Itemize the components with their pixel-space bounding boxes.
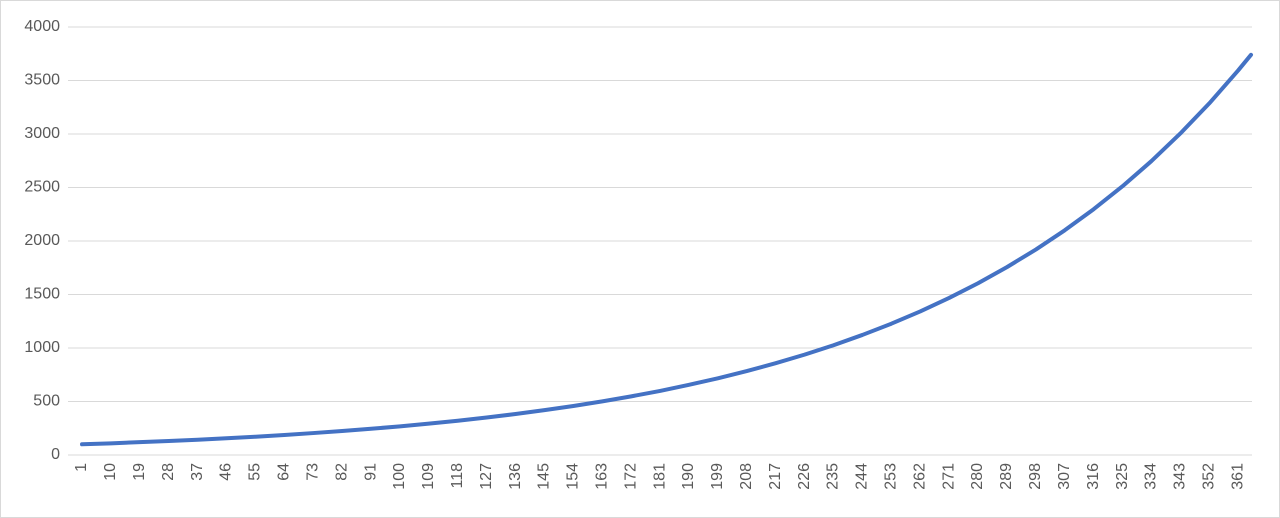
x-tick-label: 46 (218, 463, 235, 481)
x-tick-label: 172 (622, 463, 639, 490)
x-tick-label: 73 (304, 463, 321, 481)
x-tick-label: 280 (969, 463, 986, 490)
x-tick-label: 289 (998, 463, 1015, 490)
x-tick-label: 307 (1056, 463, 1073, 490)
x-tick-label: 208 (738, 463, 755, 490)
line-series (80, 52, 1253, 447)
x-tick-label: 343 (1172, 463, 1189, 490)
x-tick-label: 325 (1114, 463, 1131, 490)
y-tick-label: 500 (33, 393, 60, 410)
y-tick-label: 0 (51, 446, 60, 463)
x-tick-label: 181 (651, 463, 668, 490)
x-tick-label: 226 (796, 463, 813, 490)
x-tick-label: 127 (478, 463, 495, 490)
y-tick-label: 1000 (24, 339, 60, 356)
y-tick-label: 3000 (24, 125, 60, 142)
x-tick-label: 298 (1027, 463, 1044, 490)
x-tick-label: 64 (276, 463, 293, 481)
x-tick-label: 10 (102, 463, 119, 481)
x-tick-label: 253 (883, 463, 900, 490)
x-tick-label: 190 (680, 463, 697, 490)
x-tick-label: 1 (73, 463, 90, 472)
y-tick-label: 4000 (24, 18, 60, 35)
x-tick-label: 82 (333, 463, 350, 481)
y-tick-label: 3500 (24, 72, 60, 89)
x-tick-label: 55 (247, 463, 264, 481)
x-tick-label: 244 (854, 463, 871, 490)
x-tick-label: 361 (1229, 463, 1246, 490)
x-tick-label: 154 (565, 463, 582, 490)
x-tick-label: 28 (160, 463, 177, 481)
x-tick-label: 145 (536, 463, 553, 490)
x-tick-label: 91 (362, 463, 379, 481)
y-tick-label: 2500 (24, 179, 60, 196)
x-tick-label: 316 (1085, 463, 1102, 490)
x-tick-label: 100 (391, 463, 408, 490)
x-tick-label: 262 (911, 463, 928, 490)
x-tick-label: 163 (593, 463, 610, 490)
x-tick-label: 199 (709, 463, 726, 490)
y-tick-label: 1500 (24, 286, 60, 303)
x-tick-label: 352 (1200, 463, 1217, 490)
x-tick-label: 37 (189, 463, 206, 481)
x-tick-label: 334 (1143, 463, 1160, 490)
y-tick-label: 2000 (24, 232, 60, 249)
x-tick-label: 217 (767, 463, 784, 490)
x-tick-label: 271 (940, 463, 957, 490)
x-tick-label: 136 (507, 463, 524, 490)
x-tick-label: 109 (420, 463, 437, 490)
x-tick-label: 118 (449, 463, 466, 489)
x-tick-label: 235 (825, 463, 842, 490)
x-tick-label: 19 (131, 463, 148, 481)
